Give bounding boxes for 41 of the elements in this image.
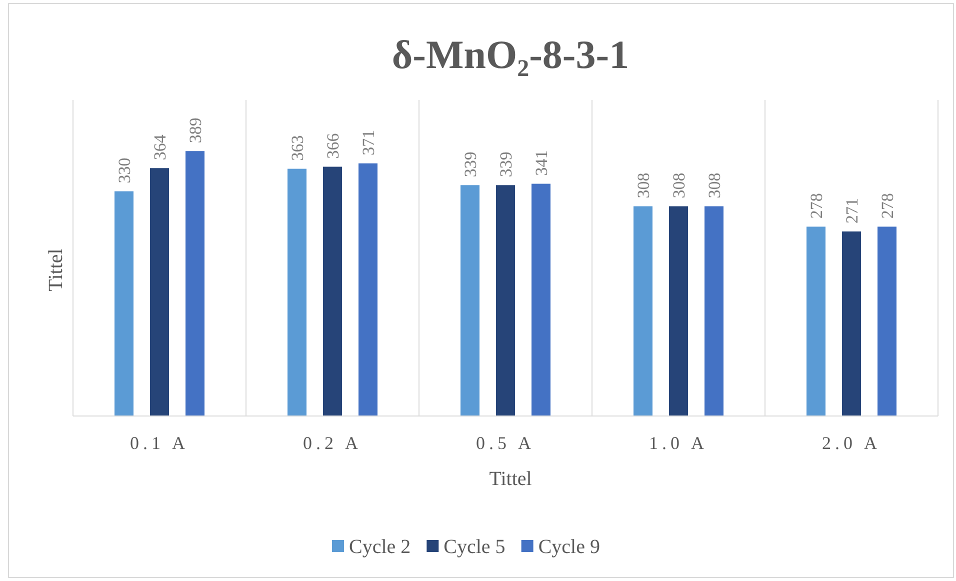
bar bbox=[806, 226, 826, 416]
data-label: 363 bbox=[288, 135, 307, 161]
data-label: 278 bbox=[807, 193, 826, 219]
bar bbox=[150, 168, 169, 416]
data-label: 278 bbox=[878, 193, 897, 219]
bar bbox=[704, 206, 724, 416]
x-tick-label: 0.1 A bbox=[130, 432, 190, 453]
legend-label: Cycle 5 bbox=[444, 536, 506, 558]
x-tick-label: 0.5 A bbox=[476, 432, 536, 453]
bar bbox=[114, 191, 134, 416]
chart-title: δ-MnO₂-8-3-1 bbox=[392, 32, 630, 77]
bar bbox=[288, 168, 306, 416]
x-tick-label: 1.0 A bbox=[648, 432, 708, 453]
data-label: 371 bbox=[359, 130, 378, 156]
data-label: 341 bbox=[532, 150, 551, 176]
legend-label: Cycle 9 bbox=[538, 536, 600, 558]
bar bbox=[186, 151, 204, 416]
x-tick-label: 2.0 A bbox=[822, 432, 882, 453]
x-axis-title: Tittel bbox=[489, 468, 532, 490]
y-axis-title: Tittel bbox=[45, 248, 67, 292]
legend-label: Cycle 2 bbox=[349, 536, 411, 558]
bar bbox=[634, 206, 652, 416]
bar bbox=[532, 184, 550, 416]
data-label: 339 bbox=[496, 152, 516, 178]
data-label: 308 bbox=[705, 172, 724, 198]
data-label: 364 bbox=[150, 134, 170, 160]
x-tick-label: 0.2 A bbox=[302, 432, 362, 453]
data-label: 366 bbox=[324, 133, 342, 159]
data-label: 308 bbox=[634, 172, 653, 198]
bar bbox=[878, 226, 896, 416]
data-label: 339 bbox=[461, 152, 480, 178]
data-label: 271 bbox=[842, 198, 862, 224]
data-label: 389 bbox=[186, 118, 205, 144]
bar bbox=[496, 185, 515, 416]
bar bbox=[358, 163, 378, 416]
bar bbox=[842, 231, 861, 416]
bar bbox=[323, 166, 342, 416]
data-label: 308 bbox=[670, 172, 688, 198]
data-label: 330 bbox=[115, 158, 134, 184]
bar bbox=[460, 185, 480, 416]
bar bbox=[669, 206, 688, 416]
